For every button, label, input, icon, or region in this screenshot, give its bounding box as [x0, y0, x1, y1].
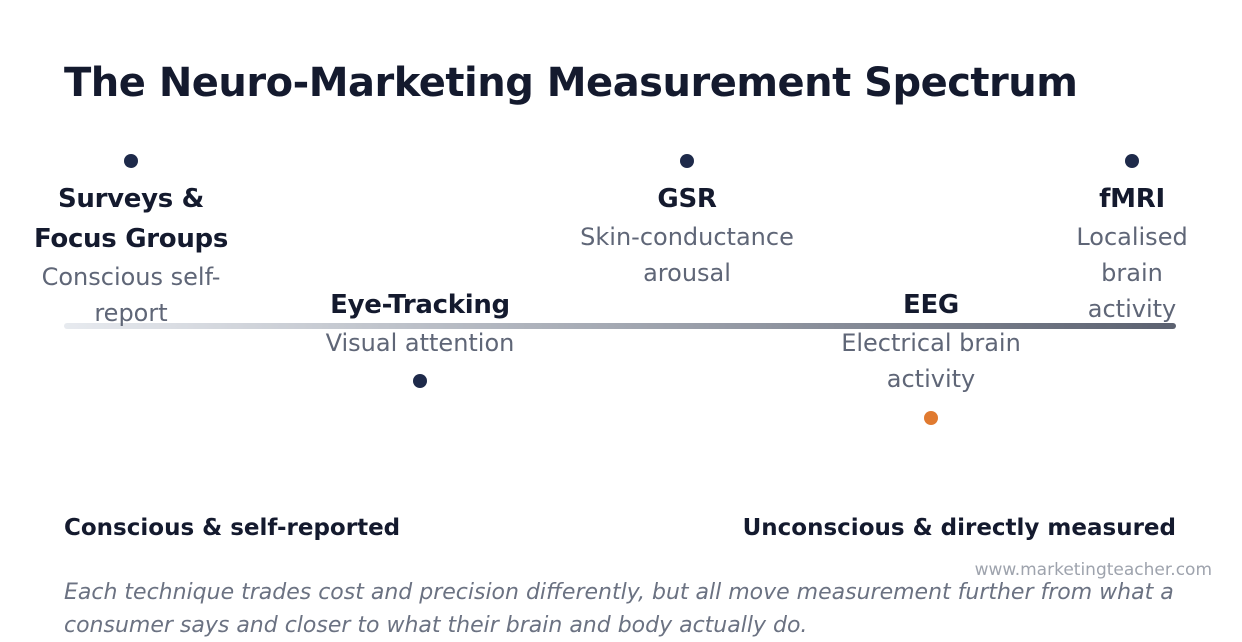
watermark: www.marketingteacher.com [974, 560, 1212, 580]
gsr-desc-line-2: arousal [643, 259, 731, 287]
eeg-desc-line-1: Electrical brain [841, 329, 1021, 357]
surveys-label-line-1: Surveys & [57, 184, 205, 214]
left-end-label: Conscious & self-reported [64, 515, 401, 541]
fmri-item: fMRI Localised brain activity [1076, 179, 1187, 327]
page-title: The Neuro-Marketing Measurement Spectrum [64, 60, 1078, 106]
eye-tracking-dot [413, 374, 427, 388]
surveys-dot [124, 154, 138, 168]
gsr-item: GSR Skin-conductance arousal [580, 179, 794, 291]
eeg-highlight-dot [924, 411, 938, 425]
fmri-dot [1125, 154, 1139, 168]
fmri-label: fMRI [1099, 184, 1165, 214]
footnote-line-1: Each technique trades cost and precision… [64, 580, 1174, 605]
gsr-label: GSR [657, 184, 717, 214]
surveys-item: Surveys & Focus Groups Conscious self- r… [34, 179, 228, 331]
footnote: Each technique trades cost and precision… [64, 576, 1174, 642]
fmri-desc-line-1: Localised brain [1076, 223, 1188, 287]
eye-tracking-label: Eye-Tracking [330, 290, 510, 320]
footnote-line-2: consumer says and closer to what their b… [64, 613, 808, 638]
gsr-desc-line-1: Skin-conductance [580, 223, 794, 251]
surveys-desc-line-2: report [94, 299, 168, 327]
fmri-desc-line-2: activity [1087, 295, 1177, 323]
right-end-label: Unconscious & directly measured [742, 515, 1176, 541]
surveys-desc-line-1: Conscious self- [41, 263, 221, 291]
gsr-dot [680, 154, 694, 168]
eye-tracking-item: Eye-Tracking Visual attention [326, 285, 515, 361]
eeg-desc-line-2: activity [886, 365, 976, 393]
surveys-label-line-2: Focus Groups [33, 224, 229, 254]
eye-tracking-desc: Visual attention [325, 329, 515, 357]
eeg-item: EEG Electrical brain activity [841, 285, 1021, 397]
spectrum-bar [64, 323, 1176, 329]
eeg-label: EEG [903, 290, 959, 320]
